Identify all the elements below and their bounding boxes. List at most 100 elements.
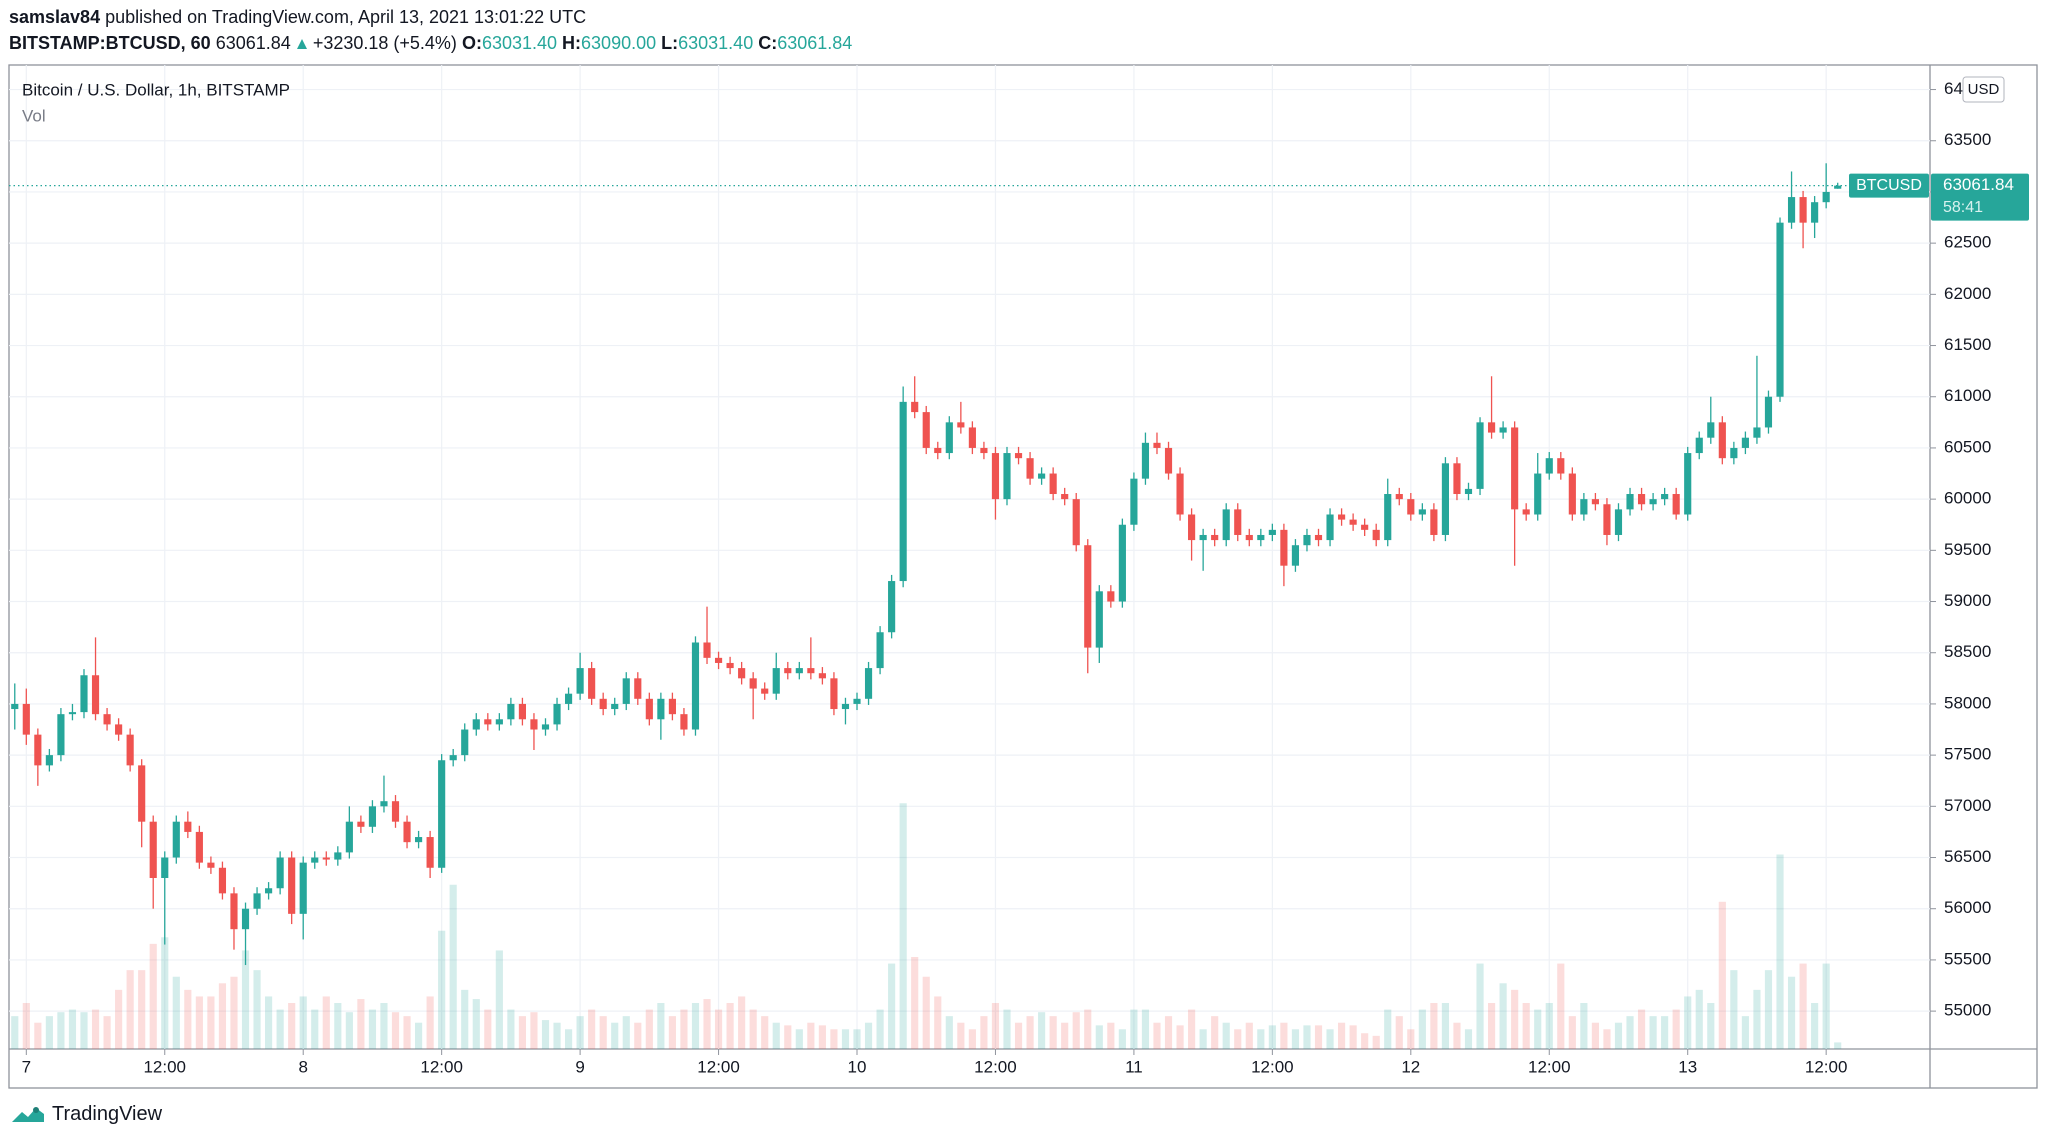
candle-body (357, 821, 365, 827)
volume-bar (1441, 1003, 1450, 1049)
y-tick-label: 59000 (1944, 591, 1991, 610)
candle-body (1464, 488, 1473, 495)
candle-body (714, 657, 723, 663)
volume-bar (795, 1029, 803, 1049)
candle-body (1834, 185, 1842, 189)
volume-bar (1707, 1003, 1715, 1049)
x-tick-label: 12:00 (1251, 1057, 1294, 1076)
x-tick-label: 13 (1678, 1057, 1697, 1076)
candle-body (1268, 529, 1276, 535)
x-tick-label: 10 (848, 1057, 867, 1076)
y-tick-label: 60500 (1944, 437, 1991, 456)
candle-body (1153, 442, 1161, 448)
volume-bar (1684, 996, 1692, 1049)
volume-bar (830, 1029, 838, 1049)
candle-body (1672, 494, 1680, 515)
volume-bar (1326, 1029, 1334, 1049)
volume-bar (761, 1016, 769, 1049)
volume-bar (438, 930, 446, 1049)
volume-bar (507, 1009, 515, 1049)
candle-body (1314, 534, 1323, 541)
volume-bar (1649, 1016, 1657, 1049)
grid (9, 65, 1930, 1049)
volume-bar (426, 996, 434, 1049)
candle-body (1557, 458, 1565, 474)
candle-body (45, 755, 53, 766)
volume-bar (207, 996, 215, 1049)
candles (11, 163, 1842, 966)
candle-body (1487, 422, 1496, 433)
candle-body (691, 642, 700, 730)
candle-body (1441, 463, 1450, 535)
chart-title: Bitcoin / U.S. Dollar, 1h, BITSTAMP (22, 80, 290, 99)
x-tick-label: 9 (575, 1057, 584, 1076)
volume-bar (484, 1009, 492, 1049)
candle-body (980, 447, 988, 454)
volume-bar (1291, 1029, 1300, 1049)
volume-bar (738, 996, 746, 1049)
volume-bar (253, 970, 261, 1049)
publish-line: samslav84 published on TradingView.com, … (9, 4, 852, 30)
candle-body (288, 857, 296, 914)
candle-body (841, 703, 850, 710)
volume-bar (911, 957, 919, 1049)
candle-body (1707, 422, 1715, 438)
volume-bar (472, 999, 480, 1049)
volume-bar (588, 1009, 596, 1049)
volume-bar (1695, 989, 1703, 1049)
candle-body (334, 852, 342, 860)
open: 63031.40 (481, 33, 558, 53)
volume-bar (1511, 989, 1519, 1049)
x-tick-label: 12:00 (143, 1057, 186, 1076)
candle-body (576, 668, 584, 694)
volume-bar (1580, 1003, 1588, 1049)
volume-bar (576, 1016, 584, 1049)
candle-body (311, 857, 319, 863)
volume-bar (91, 1009, 100, 1049)
candle-body (1038, 473, 1046, 479)
last: 63061.84 (215, 33, 291, 53)
header: samslav84 published on TradingView.com, … (9, 4, 852, 56)
candle-body (126, 734, 134, 766)
candle-body (368, 806, 377, 827)
candle-body (1291, 545, 1300, 566)
candle-body (1003, 453, 1011, 500)
candle-body (265, 888, 273, 894)
volume-bar (1188, 1009, 1196, 1049)
candle-body (1176, 473, 1184, 515)
x-tick-label: 11 (1125, 1057, 1143, 1076)
candle-body (57, 714, 65, 756)
candle-body (1234, 509, 1242, 535)
candle-body (1603, 504, 1611, 535)
candle-body (853, 698, 861, 704)
volume-bar (1591, 1022, 1599, 1049)
volume-bar (1545, 1003, 1553, 1049)
candle-body (495, 719, 503, 725)
candle-body (253, 893, 261, 909)
volume-bar (161, 937, 169, 1049)
candle-body (703, 642, 711, 658)
volume-bar (1303, 1025, 1311, 1049)
y-tick-label: 60000 (1944, 489, 1991, 508)
symbol: BITSTAMP:BTCUSD, 60 (9, 33, 211, 53)
candle-body (1303, 534, 1311, 546)
y-tick-label: 62000 (1944, 284, 1991, 303)
volume-bar (1787, 976, 1796, 1049)
volume-bar (357, 999, 365, 1049)
candle-body (241, 908, 250, 930)
volume (11, 803, 1842, 1049)
volume-bar (1764, 970, 1773, 1049)
volume-bar (103, 1016, 111, 1049)
volume-bar (1741, 1016, 1749, 1049)
candle-body (634, 678, 642, 699)
volume-bar (818, 1025, 826, 1049)
currency-badge[interactable] (1962, 76, 2005, 103)
candle-body (1580, 499, 1588, 515)
candle-body (1534, 473, 1542, 515)
volume-bar (922, 976, 930, 1049)
volume-bar (1107, 1022, 1115, 1049)
candle-body (1476, 422, 1484, 489)
volume-bar (564, 1029, 573, 1049)
volume-bar (1464, 1029, 1473, 1049)
candle-body (622, 678, 630, 704)
